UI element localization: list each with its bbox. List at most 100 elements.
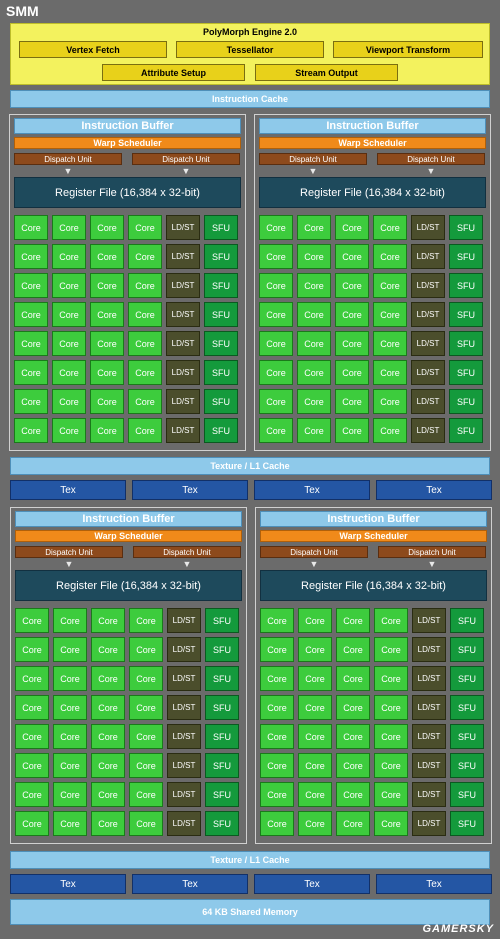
core-unit: Core [15, 666, 49, 691]
core-unit: Core [129, 695, 163, 720]
sfu-unit: SFU [450, 811, 484, 836]
core-unit: Core [14, 389, 48, 414]
sfu-unit: SFU [449, 302, 483, 327]
core-unit: Core [335, 273, 369, 298]
tex-unit-top: Tex [10, 480, 126, 500]
core-unit: Core [297, 331, 331, 356]
warp-scheduler: Warp Scheduler [259, 137, 486, 149]
ldst-unit: LD/ST [411, 215, 445, 240]
sfu-unit: SFU [205, 666, 239, 691]
core-unit: Core [128, 389, 162, 414]
core-unit: Core [128, 215, 162, 240]
sfu-unit: SFU [449, 418, 483, 443]
ldst-unit: LD/ST [166, 273, 200, 298]
tex-unit-top: Tex [132, 480, 248, 500]
sfu-unit: SFU [450, 753, 484, 778]
ldst-unit: LD/ST [166, 302, 200, 327]
ldst-unit: LD/ST [167, 782, 201, 807]
core-unit: Core [297, 360, 331, 385]
ldst-unit: LD/ST [166, 418, 200, 443]
core-unit: Core [52, 273, 86, 298]
core-unit: Core [336, 695, 370, 720]
polymorph-engine: PolyMorph Engine 2.0 Vertex Fetch Tessel… [10, 23, 490, 85]
warp-scheduler: Warp Scheduler [15, 530, 242, 542]
core-unit: Core [91, 811, 125, 836]
sfu-unit: SFU [449, 389, 483, 414]
core-unit: Core [335, 331, 369, 356]
core-unit: Core [128, 331, 162, 356]
core-unit: Core [129, 811, 163, 836]
core-unit: Core [260, 666, 294, 691]
core-unit: Core [336, 666, 370, 691]
core-unit: Core [336, 724, 370, 749]
core-unit: Core [53, 811, 87, 836]
ldst-unit: LD/ST [411, 244, 445, 269]
core-unit: Core [259, 302, 293, 327]
core-unit: Core [298, 782, 332, 807]
core-unit: Core [335, 244, 369, 269]
core-unit: Core [52, 418, 86, 443]
sfu-unit: SFU [450, 608, 484, 633]
core-unit: Core [14, 302, 48, 327]
ldst-unit: LD/ST [412, 666, 446, 691]
sfu-unit: SFU [204, 389, 238, 414]
core-unit: Core [373, 215, 407, 240]
dispatch-unit-left: Dispatch Unit [15, 546, 123, 558]
core-unit: Core [90, 273, 124, 298]
core-unit: Core [374, 753, 408, 778]
core-unit: Core [336, 811, 370, 836]
core-unit: Core [14, 273, 48, 298]
core-unit: Core [90, 302, 124, 327]
processing-block-top-right: Instruction Buffer Warp Scheduler Dispatch… [254, 114, 491, 451]
core-unit: Core [128, 273, 162, 298]
core-unit: Core [15, 637, 49, 662]
core-unit: Core [14, 360, 48, 385]
core-unit: Core [129, 637, 163, 662]
core-unit: Core [15, 695, 49, 720]
core-unit: Core [373, 389, 407, 414]
core-unit: Core [128, 418, 162, 443]
dispatch-arrow-right: ▼ [182, 559, 192, 569]
tex-unit-top: Tex [254, 480, 370, 500]
ldst-unit: LD/ST [167, 666, 201, 691]
ldst-unit: LD/ST [167, 753, 201, 778]
core-unit: Core [297, 389, 331, 414]
core-unit: Core [53, 724, 87, 749]
core-unit: Core [297, 244, 331, 269]
sfu-unit: SFU [449, 215, 483, 240]
core-unit: Core [374, 695, 408, 720]
core-unit: Core [91, 724, 125, 749]
core-unit: Core [90, 389, 124, 414]
core-unit: Core [335, 418, 369, 443]
core-unit: Core [259, 331, 293, 356]
sfu-unit: SFU [204, 273, 238, 298]
ldst-unit: LD/ST [167, 637, 201, 662]
core-unit: Core [335, 360, 369, 385]
core-unit: Core [129, 724, 163, 749]
ldst-unit: LD/ST [167, 608, 201, 633]
core-unit: Core [53, 666, 87, 691]
core-unit: Core [53, 637, 87, 662]
core-unit: Core [259, 273, 293, 298]
sfu-unit: SFU [205, 782, 239, 807]
core-unit: Core [91, 782, 125, 807]
ldst-unit: LD/ST [167, 811, 201, 836]
instruction-buffer: Instruction Buffer [260, 511, 487, 527]
ldst-unit: LD/ST [166, 389, 200, 414]
core-unit: Core [91, 666, 125, 691]
ldst-unit: LD/ST [411, 273, 445, 298]
ldst-unit: LD/ST [166, 331, 200, 356]
dispatch-unit-right: Dispatch Unit [378, 546, 486, 558]
ldst-unit: LD/ST [167, 724, 201, 749]
core-unit: Core [91, 695, 125, 720]
core-unit: Core [15, 753, 49, 778]
sfu-unit: SFU [450, 666, 484, 691]
core-unit: Core [374, 637, 408, 662]
core-unit: Core [259, 215, 293, 240]
core-unit: Core [129, 753, 163, 778]
dispatch-unit-left: Dispatch Unit [260, 546, 368, 558]
processing-block-top-left: Instruction Buffer Warp Scheduler Dispatch… [9, 114, 246, 451]
core-unit: Core [336, 637, 370, 662]
tex-unit-bottom: Tex [254, 874, 370, 894]
sfu-unit: SFU [205, 695, 239, 720]
